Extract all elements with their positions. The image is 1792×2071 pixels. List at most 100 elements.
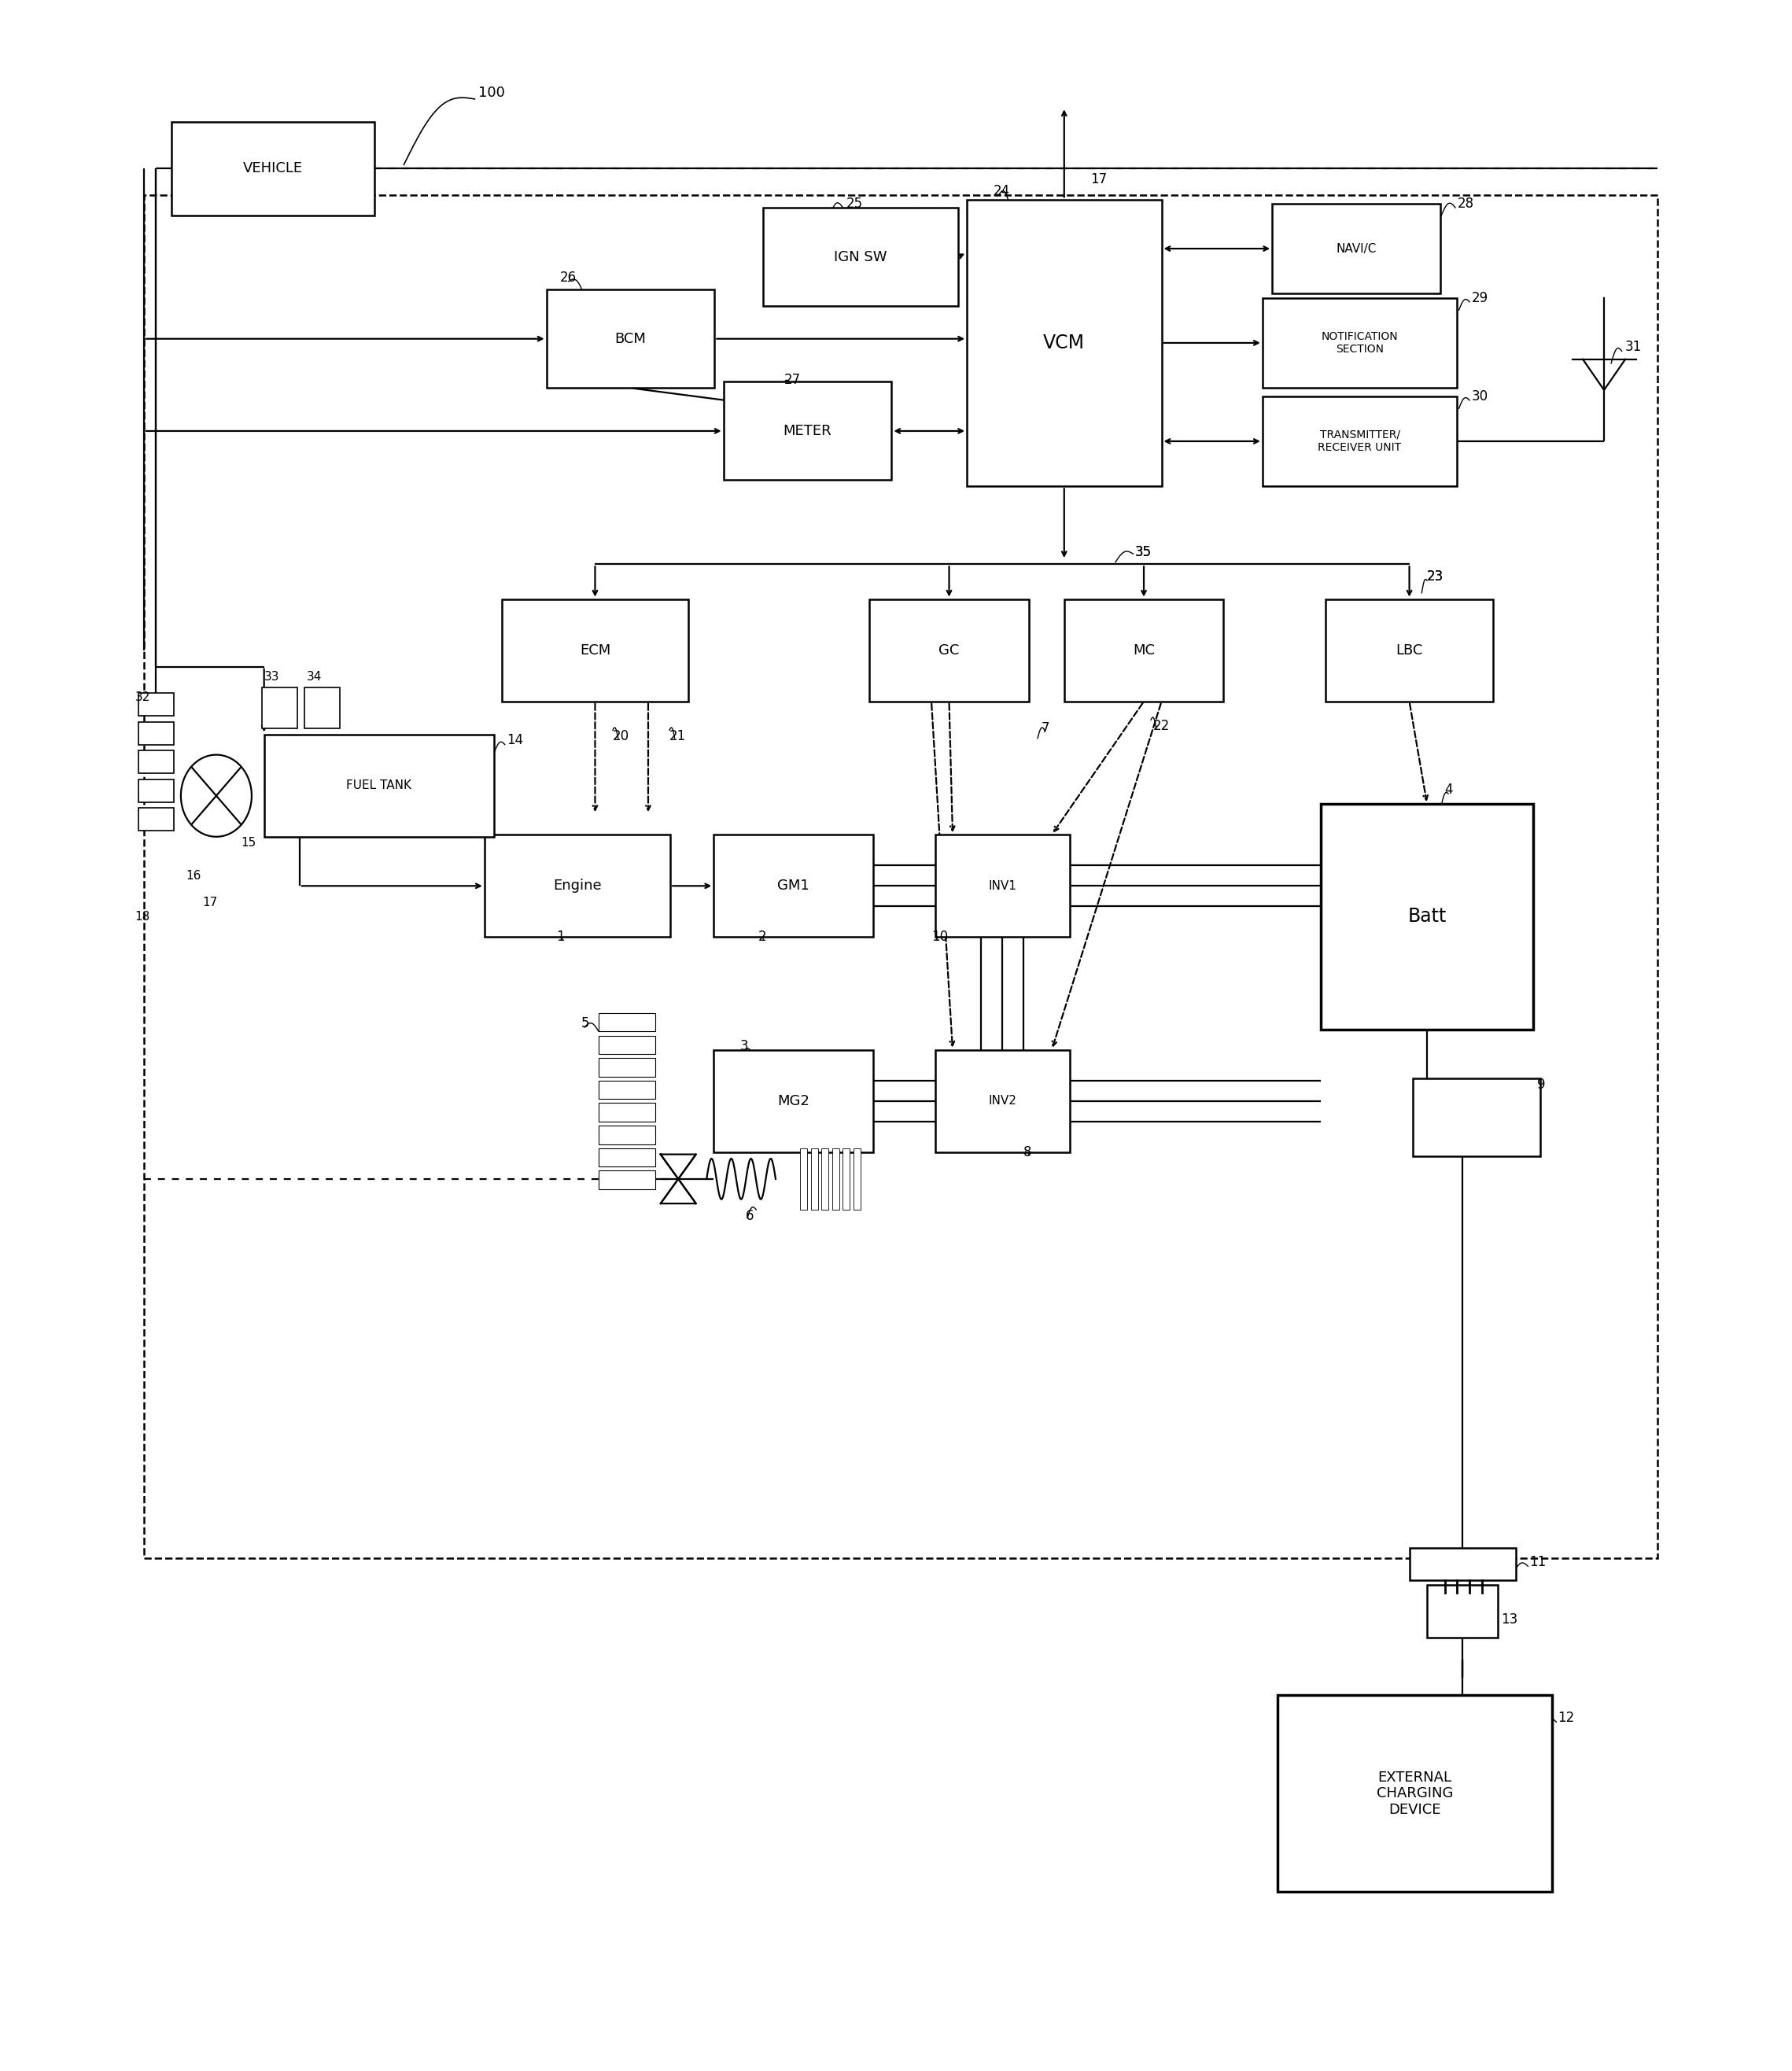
Text: 15: 15 bbox=[242, 837, 256, 849]
Text: 24: 24 bbox=[993, 184, 1011, 199]
Text: 16: 16 bbox=[186, 870, 201, 882]
Text: VEHICLE: VEHICLE bbox=[244, 162, 303, 176]
Text: 32: 32 bbox=[134, 692, 151, 704]
Bar bbox=[831, 1147, 839, 1209]
Text: 17: 17 bbox=[202, 897, 217, 909]
Text: 33: 33 bbox=[263, 671, 280, 683]
Text: 14: 14 bbox=[507, 733, 523, 748]
FancyBboxPatch shape bbox=[935, 835, 1070, 938]
Bar bbox=[262, 688, 297, 729]
Text: 2: 2 bbox=[758, 930, 767, 944]
Text: 29: 29 bbox=[1471, 290, 1487, 304]
Text: 9: 9 bbox=[1538, 1077, 1545, 1091]
FancyBboxPatch shape bbox=[263, 735, 495, 837]
Bar bbox=[842, 1147, 849, 1209]
Text: 28: 28 bbox=[1457, 197, 1473, 211]
FancyBboxPatch shape bbox=[1272, 203, 1441, 294]
Text: 23: 23 bbox=[1426, 570, 1444, 584]
Text: 26: 26 bbox=[559, 269, 577, 284]
FancyBboxPatch shape bbox=[763, 207, 959, 307]
Text: 4: 4 bbox=[1444, 783, 1453, 797]
Text: 18: 18 bbox=[134, 911, 151, 922]
Text: IGN SW: IGN SW bbox=[833, 251, 887, 263]
FancyBboxPatch shape bbox=[935, 1050, 1070, 1151]
Text: TRANSMITTER/
RECEIVER UNIT: TRANSMITTER/ RECEIVER UNIT bbox=[1319, 429, 1401, 454]
Text: NAVI/C: NAVI/C bbox=[1337, 242, 1376, 255]
FancyBboxPatch shape bbox=[1326, 599, 1493, 702]
Bar bbox=[599, 1081, 656, 1100]
FancyBboxPatch shape bbox=[484, 835, 670, 938]
Text: Engine: Engine bbox=[554, 878, 602, 893]
Bar bbox=[1426, 1584, 1498, 1638]
FancyBboxPatch shape bbox=[1321, 804, 1534, 1029]
Bar bbox=[599, 1036, 656, 1054]
Text: 11: 11 bbox=[1530, 1555, 1546, 1570]
FancyBboxPatch shape bbox=[869, 599, 1029, 702]
FancyBboxPatch shape bbox=[713, 1050, 873, 1151]
Bar bbox=[138, 779, 174, 801]
Text: 25: 25 bbox=[846, 197, 864, 211]
Text: 3: 3 bbox=[740, 1040, 749, 1052]
Bar bbox=[599, 1127, 656, 1143]
FancyBboxPatch shape bbox=[1412, 1079, 1541, 1156]
Bar bbox=[599, 1147, 656, 1166]
FancyBboxPatch shape bbox=[724, 381, 892, 480]
Text: NOTIFICATION
SECTION: NOTIFICATION SECTION bbox=[1321, 331, 1398, 354]
Text: VCM: VCM bbox=[1043, 333, 1084, 352]
Bar bbox=[138, 750, 174, 772]
Bar bbox=[599, 1013, 656, 1031]
Text: FUEL TANK: FUEL TANK bbox=[346, 779, 412, 791]
Text: ECM: ECM bbox=[579, 644, 611, 657]
Text: 17: 17 bbox=[1091, 172, 1107, 186]
Text: METER: METER bbox=[783, 425, 831, 439]
Text: 34: 34 bbox=[306, 671, 323, 683]
Bar bbox=[138, 808, 174, 830]
Text: 6: 6 bbox=[745, 1209, 754, 1222]
Text: LBC: LBC bbox=[1396, 644, 1423, 657]
Bar bbox=[599, 1058, 656, 1077]
Text: 22: 22 bbox=[1152, 719, 1170, 733]
Text: MG2: MG2 bbox=[778, 1093, 810, 1108]
Text: GC: GC bbox=[939, 644, 959, 657]
Text: 27: 27 bbox=[785, 373, 801, 387]
Bar bbox=[138, 694, 174, 717]
Text: INV1: INV1 bbox=[987, 880, 1016, 893]
Text: Batt: Batt bbox=[1409, 907, 1446, 926]
Text: 12: 12 bbox=[1557, 1711, 1575, 1725]
FancyBboxPatch shape bbox=[968, 199, 1161, 487]
Text: 35: 35 bbox=[1134, 545, 1152, 559]
Bar bbox=[853, 1147, 860, 1209]
Bar bbox=[1409, 1547, 1516, 1580]
FancyBboxPatch shape bbox=[502, 599, 688, 702]
Text: 23: 23 bbox=[1426, 570, 1444, 584]
Bar bbox=[812, 1147, 819, 1209]
Text: 8: 8 bbox=[1023, 1145, 1032, 1160]
Text: 100: 100 bbox=[478, 85, 505, 99]
Text: 10: 10 bbox=[932, 930, 948, 944]
Bar bbox=[599, 1170, 656, 1189]
FancyBboxPatch shape bbox=[547, 290, 715, 387]
Bar bbox=[823, 1147, 828, 1209]
Text: 35: 35 bbox=[1134, 545, 1152, 559]
Text: 31: 31 bbox=[1625, 340, 1641, 354]
Text: EXTERNAL
CHARGING
DEVICE: EXTERNAL CHARGING DEVICE bbox=[1376, 1771, 1453, 1816]
FancyBboxPatch shape bbox=[1262, 396, 1457, 487]
FancyBboxPatch shape bbox=[1278, 1696, 1552, 1893]
Text: MC: MC bbox=[1133, 644, 1154, 657]
Text: 21: 21 bbox=[670, 729, 686, 743]
Bar bbox=[599, 1104, 656, 1122]
Text: GM1: GM1 bbox=[778, 878, 810, 893]
Text: 5: 5 bbox=[581, 1017, 590, 1029]
Text: 13: 13 bbox=[1502, 1613, 1518, 1626]
Text: BCM: BCM bbox=[615, 331, 647, 346]
Text: 7: 7 bbox=[1041, 721, 1050, 735]
Bar bbox=[138, 723, 174, 743]
FancyBboxPatch shape bbox=[1064, 599, 1224, 702]
FancyBboxPatch shape bbox=[1262, 298, 1457, 387]
Bar bbox=[801, 1147, 808, 1209]
Text: INV2: INV2 bbox=[987, 1096, 1016, 1108]
Text: 30: 30 bbox=[1471, 389, 1487, 404]
Text: 20: 20 bbox=[613, 729, 629, 743]
Text: 1: 1 bbox=[556, 930, 564, 944]
FancyBboxPatch shape bbox=[170, 122, 375, 215]
